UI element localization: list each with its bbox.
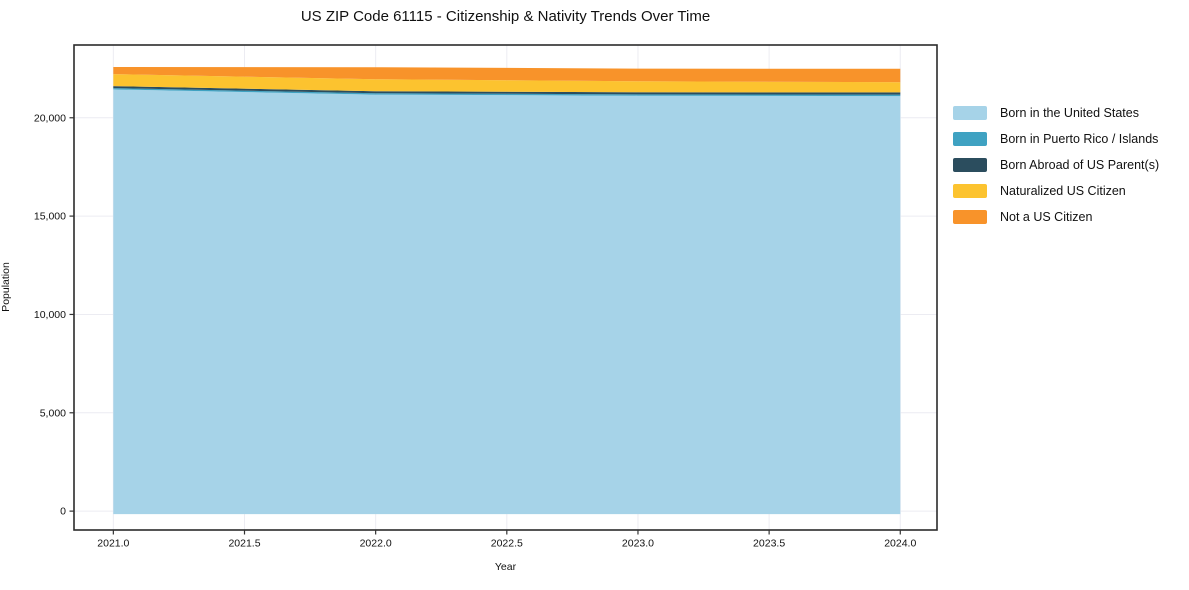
legend-item: Born in Puerto Rico / Islands bbox=[953, 132, 1159, 146]
area-series-born-abroad-of-us-parent-s- bbox=[113, 86, 901, 95]
chart-title: US ZIP Code 61115 - Citizenship & Nativi… bbox=[300, 8, 711, 25]
x-tick-label: 2022.5 bbox=[491, 538, 523, 550]
x-tick-label: 2024.0 bbox=[884, 538, 916, 550]
legend-item: Naturalized US Citizen bbox=[953, 184, 1159, 198]
legend-item: Not a US Citizen bbox=[953, 210, 1159, 224]
x-axis-label: Year bbox=[494, 561, 517, 573]
x-tick-label: 2023.5 bbox=[753, 538, 785, 550]
y-tick-label: 0 bbox=[60, 506, 66, 518]
legend-item: Born in the United States bbox=[953, 106, 1159, 120]
y-tick-label: 10,000 bbox=[34, 309, 66, 321]
legend-label: Not a US Citizen bbox=[1000, 210, 1093, 224]
legend-item: Born Abroad of US Parent(s) bbox=[953, 158, 1159, 172]
y-tick-label: 20,000 bbox=[34, 112, 66, 124]
legend-swatch bbox=[953, 158, 987, 172]
area-series-naturalized-us-citizen bbox=[113, 74, 901, 93]
legend-label: Born in Puerto Rico / Islands bbox=[1000, 132, 1159, 146]
area-series-born-in-the-united-states bbox=[113, 89, 901, 515]
x-tick-label: 2021.5 bbox=[228, 538, 260, 550]
legend-label: Naturalized US Citizen bbox=[1000, 184, 1126, 198]
y-axis-label: Population bbox=[0, 262, 12, 312]
legend-label: Born Abroad of US Parent(s) bbox=[1000, 158, 1160, 172]
legend-swatch bbox=[953, 132, 987, 146]
x-tick-label: 2022.0 bbox=[360, 538, 392, 550]
area-series-born-in-puerto-rico-islands bbox=[113, 88, 901, 97]
x-tick-label: 2023.0 bbox=[622, 538, 654, 550]
legend-label: Born in the United States bbox=[1000, 106, 1139, 120]
chart-legend: Born in the United States Born in Puerto … bbox=[953, 106, 1159, 236]
area-series-not-a-us-citizen bbox=[113, 67, 901, 83]
y-tick-label: 5,000 bbox=[40, 407, 66, 419]
plot-frame bbox=[73, 44, 938, 531]
legend-swatch bbox=[953, 210, 987, 224]
legend-swatch bbox=[953, 184, 987, 198]
legend-swatch bbox=[953, 106, 987, 120]
x-tick-label: 2021.0 bbox=[97, 538, 129, 550]
y-tick-label: 15,000 bbox=[34, 211, 66, 223]
